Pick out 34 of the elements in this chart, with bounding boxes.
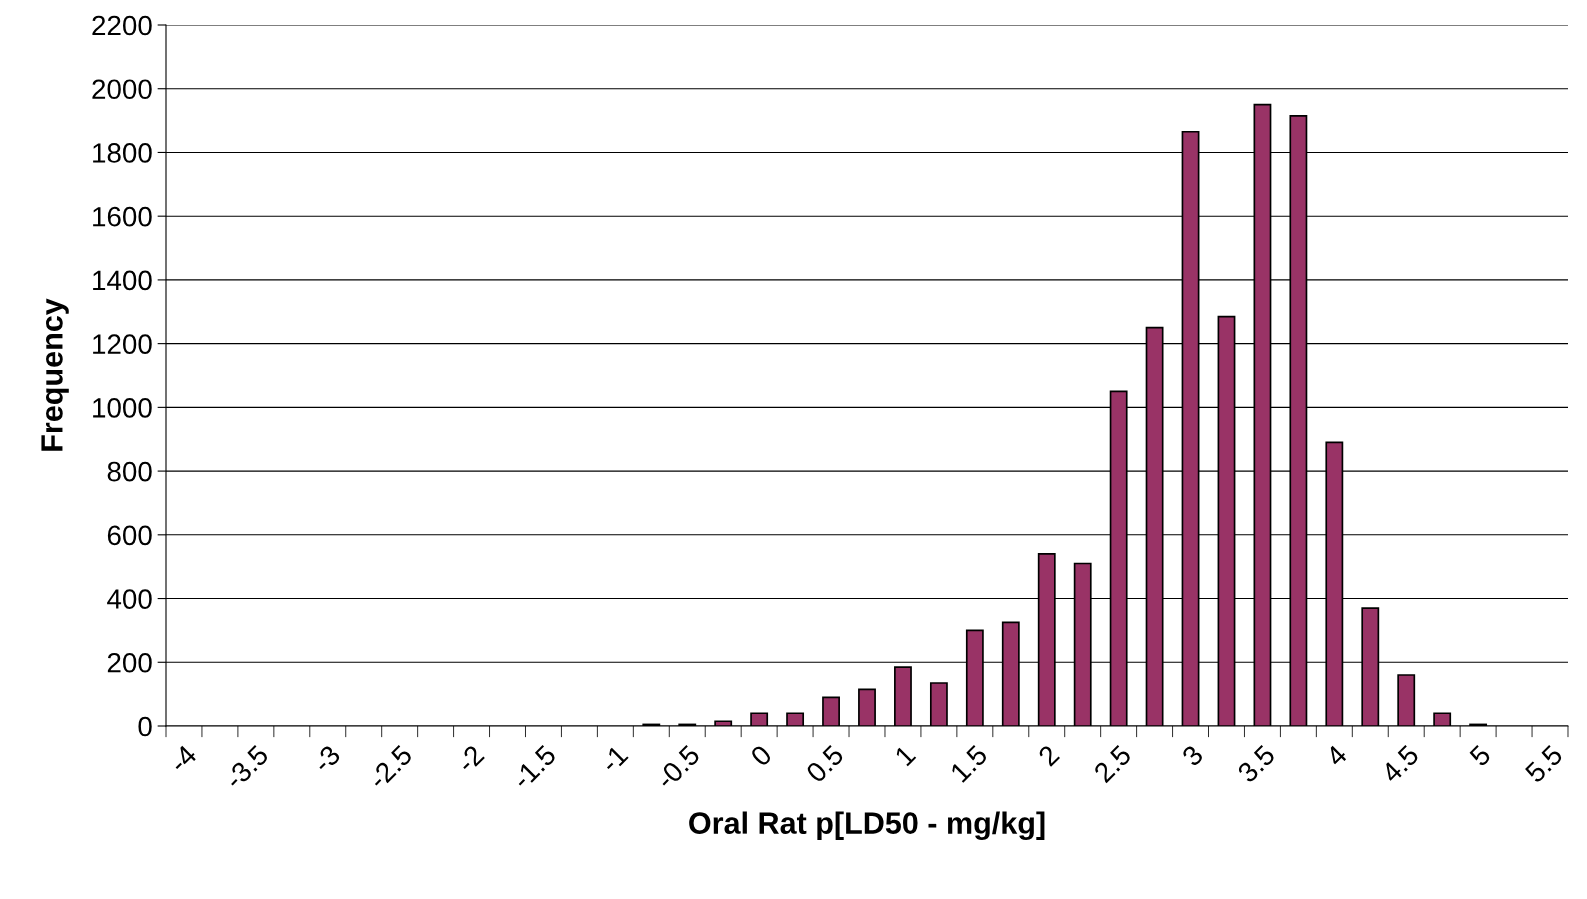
y-tick-label: 1800 — [93, 143, 152, 163]
x-tick-label: 1.5 — [949, 744, 989, 783]
x-tick-label: 3.5 — [1236, 744, 1277, 784]
y-tick-label: 1600 — [93, 206, 152, 227]
x-tick-label: -2 — [455, 744, 485, 774]
y-tick-label: 800 — [107, 461, 152, 482]
y-tick-label: 1400 — [93, 270, 152, 291]
y-tick-label: 1200 — [93, 334, 152, 354]
x-tick-label: 2 — [1037, 744, 1060, 767]
y-tick-label: 2200 — [92, 15, 152, 36]
y-tick-label: 1000 — [93, 398, 152, 418]
x-tick-label: -4 — [168, 743, 198, 774]
x-tick-label: 0 — [749, 743, 773, 768]
x-tick-label: -3 — [311, 744, 342, 774]
y-axis-title: Frequency — [41, 298, 69, 451]
y-tick-label: 400 — [107, 589, 152, 609]
y-tick-label: 200 — [107, 652, 152, 673]
x-tick-label: 4 — [1324, 743, 1348, 768]
x-axis-title: Oral Rat p[LD50 - mg/kg] — [689, 811, 1045, 841]
x-tick-label: -1.5 — [511, 744, 558, 791]
x-tick-label: -3.5 — [223, 744, 270, 791]
x-tick-label: 2.5 — [1092, 744, 1133, 784]
y-tick-label: 600 — [107, 525, 152, 546]
x-tick-label: 3 — [1180, 744, 1205, 768]
y-tick-label: 0 — [138, 716, 152, 737]
x-tick-label: -0.5 — [654, 744, 701, 791]
x-tick-label: -1 — [599, 744, 629, 774]
x-tick-label: 5 — [1468, 744, 1492, 768]
x-tick-label: 0.5 — [805, 744, 845, 784]
x-tick-label: 5.5 — [1524, 744, 1564, 784]
y-tick-label: 2000 — [92, 79, 152, 100]
x-tick-label: 4.5 — [1380, 744, 1420, 784]
x-tick-label: 1 — [894, 744, 917, 767]
x-tick-label: -2.5 — [367, 744, 414, 791]
